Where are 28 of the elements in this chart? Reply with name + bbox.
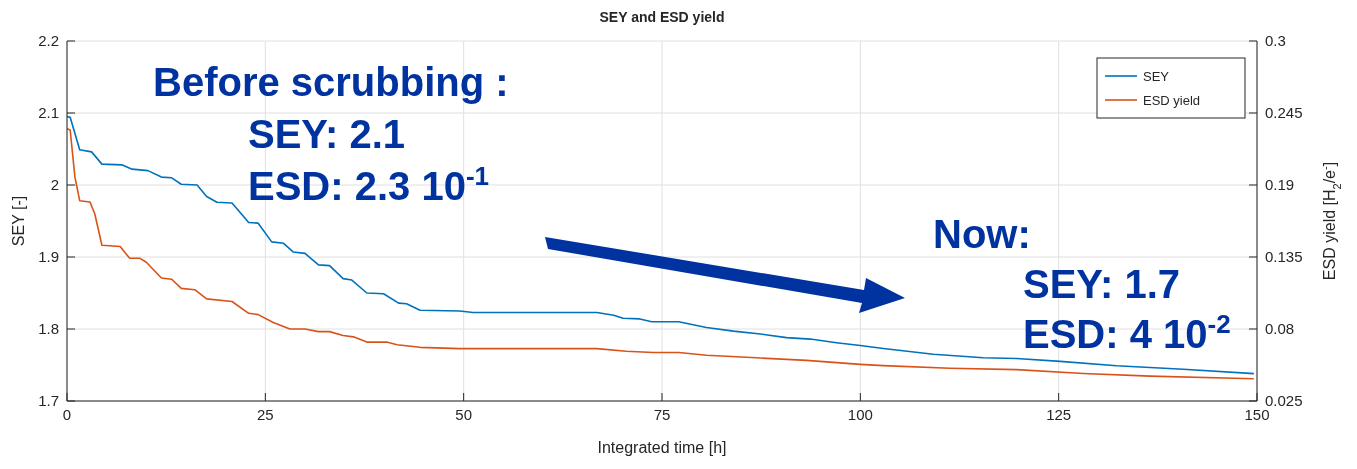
y2-tick-label: 0.135 [1265,248,1303,266]
y2-tick-label: 0.08 [1265,320,1295,338]
x-tick-label: 0 [62,405,72,423]
y-tick-label: 2.2 [38,32,59,50]
annotation: ESD: 2.3 10$^{-1}$ [248,161,490,208]
x-tick-label: 25 [256,405,274,423]
annotation: Now: [933,212,1031,256]
x-tick-label: 100 [847,405,873,423]
annotation: ESD: 4 10$^{-2}$ [1023,309,1231,356]
y2-tick-label: 0.3 [1265,32,1286,50]
legend-label: ESD yield [1143,93,1201,108]
legend-label: SEY [1143,69,1170,84]
x-tick-label: 75 [653,405,671,423]
annotation: Before scrubbing : [153,60,509,104]
chart-title: SEY and ESD yield [599,9,725,25]
annotation: SEY: 1.7 [1023,262,1181,306]
y2-tick-label: 0.19 [1265,176,1295,194]
y-tick-label: 2 [50,176,59,194]
x-axis-title: Integrated time [h] [597,439,727,456]
annotation: SEY: 2.1 [248,112,406,156]
y-tick-label: 1.7 [38,392,59,410]
y-axis-title: SEY [-] [10,195,27,247]
x-tick-label: 125 [1046,405,1072,423]
y-tick-label: 1.8 [38,320,59,338]
y2-tick-label: 0.245 [1265,104,1303,122]
y-tick-label: 1.9 [38,248,59,266]
x-tick-label: 50 [455,405,473,423]
y-tick-label: 2.1 [38,104,59,122]
